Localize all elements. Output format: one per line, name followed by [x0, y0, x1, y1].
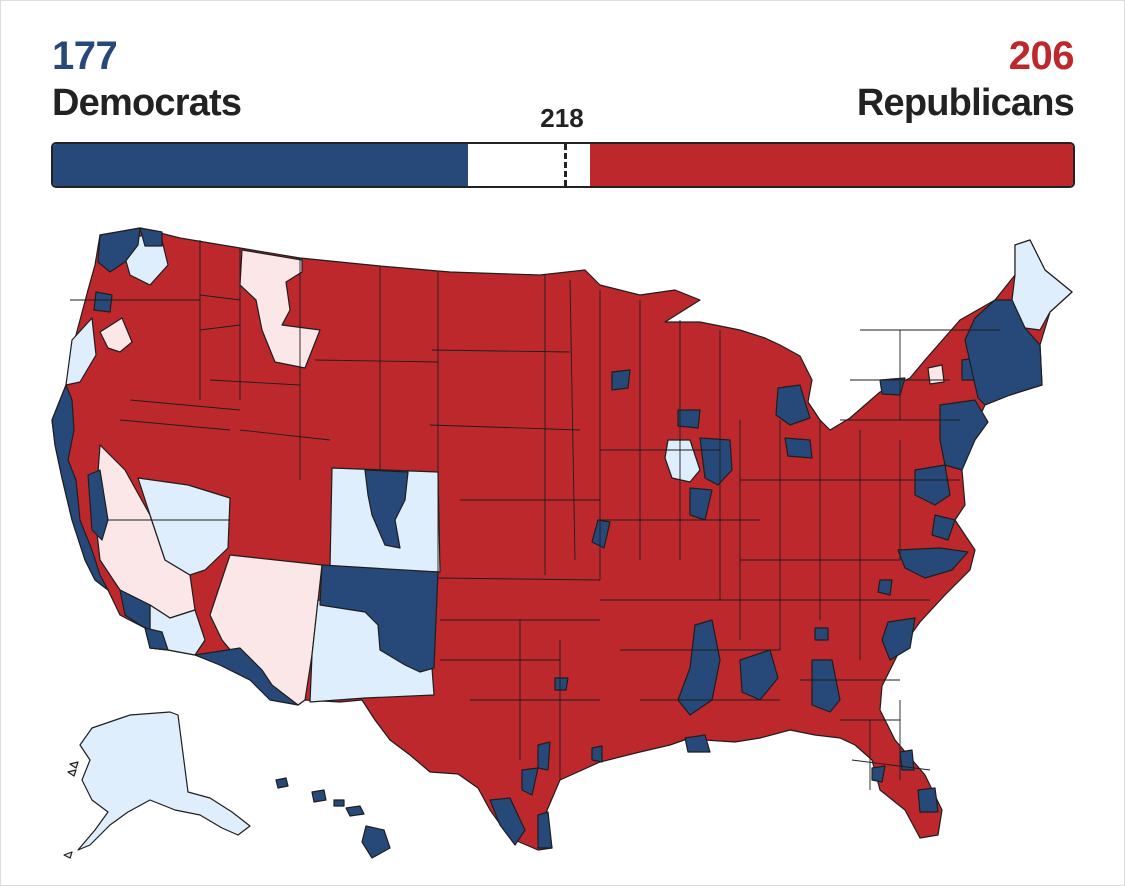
republicans-label: Republicans: [856, 82, 1075, 124]
majority-threshold-marker: [564, 144, 568, 186]
alaska: [77, 711, 251, 851]
republicans-seat-count: 206: [1008, 34, 1075, 78]
democrats-seats-fill: [53, 144, 469, 186]
republicans-seats-fill: [589, 144, 1073, 186]
district-boundaries: [70, 240, 1000, 790]
seat-balance-bar: [51, 142, 1075, 188]
majority-threshold-label: 218: [540, 103, 584, 133]
alaska-islands: [63, 761, 79, 859]
hawaii: [275, 777, 391, 859]
democratic-districts: [51, 227, 1043, 849]
democrats-seat-count: 177: [52, 34, 118, 78]
democrats-label: Democrats: [52, 82, 242, 124]
